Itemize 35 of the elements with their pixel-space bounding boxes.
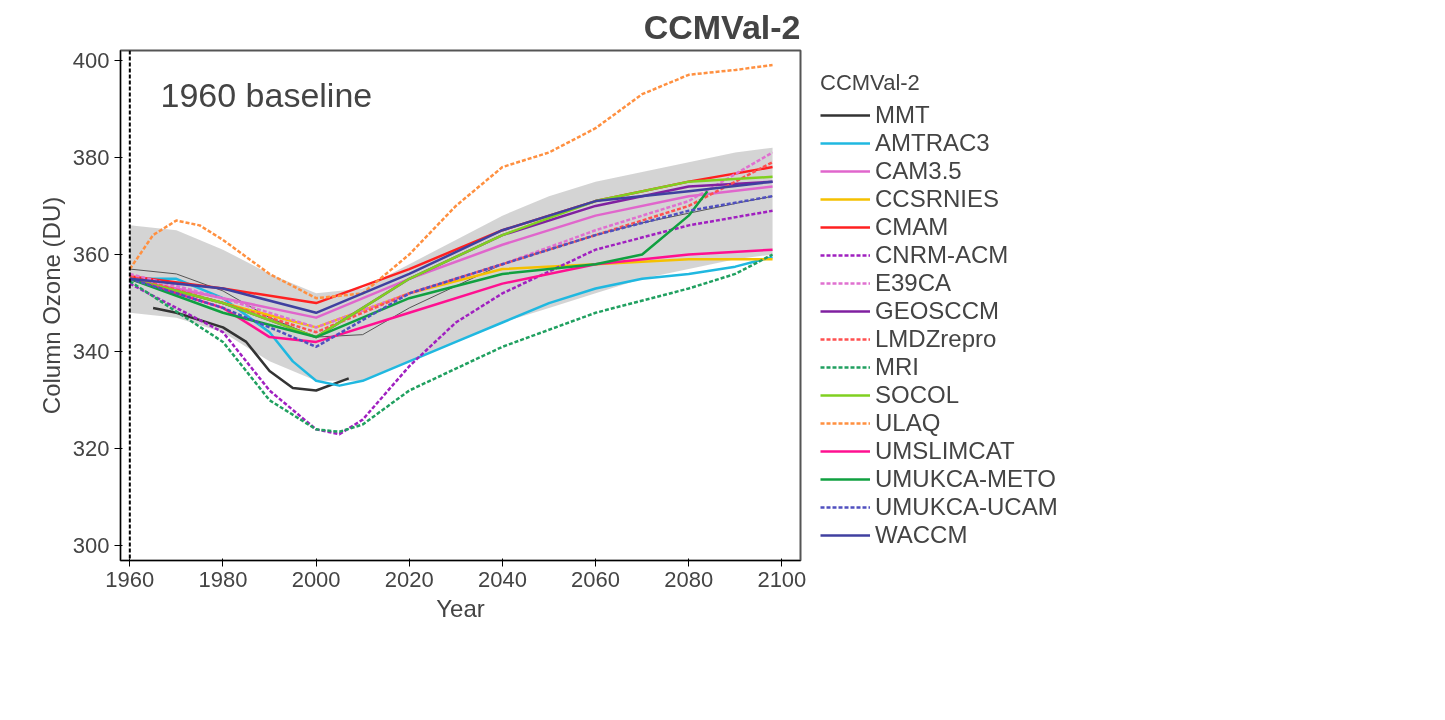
legend-label: CAM3.5 [875,157,962,185]
y-axis-title: Column Ozone (DU) [37,196,65,415]
legend-label: GEOSCCM [875,297,1000,325]
y-tick-label: 360 [72,242,110,267]
x-tick-label: 2040 [477,566,527,592]
legend-label: UMSLIMCAT [875,437,1015,465]
legend-label: CCSRNIES [875,185,1000,213]
legend-label: WACCM [875,521,968,549]
legend-label: CNRM-ACM [875,241,1009,269]
x-tick-label: 1960 [105,566,155,592]
x-tick-label: 2080 [664,566,714,592]
chart-title: CCMVal-2 [643,7,801,46]
legend-label: ULAQ [875,409,941,437]
legend-label: LMDZrepro [875,325,997,353]
legend-label: AMTRAC3 [875,129,990,157]
x-tick-label: 1980 [198,566,248,592]
legend-label: MRI [875,353,919,381]
legend-label: E39CA [875,269,952,297]
y-tick-label: 400 [72,47,110,73]
legend-label: MMT [875,101,930,129]
y-tick-label: 340 [72,339,110,365]
y-tick-label: 380 [72,144,110,170]
legend-label: SOCOL [875,381,960,409]
annotation: 1960 baseline [160,75,373,114]
x-tick-label: 2060 [571,566,621,592]
x-tick-label: 2100 [757,566,807,592]
x-axis-title: Year [436,594,485,622]
legend-title: CCMVal-2 [820,70,921,96]
y-tick-label: 320 [72,436,110,462]
legend-label: UMUKCA-UCAM [875,493,1058,521]
x-tick-label: 2020 [384,566,434,592]
legend-label: CMAM [875,213,949,241]
y-tick-label: 300 [72,533,110,559]
legend-label: UMUKCA-METO [875,465,1056,493]
x-tick-label: 2000 [291,566,341,592]
